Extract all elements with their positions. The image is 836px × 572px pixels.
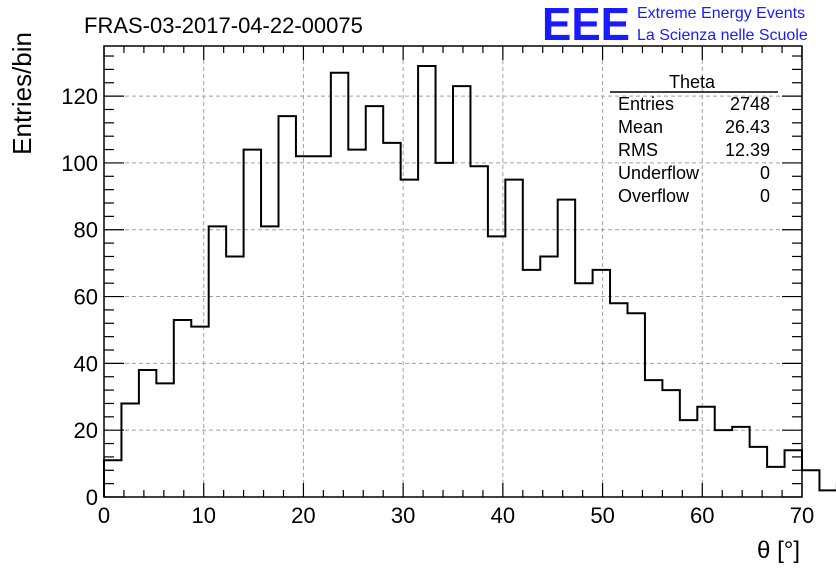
plot-frame [103, 45, 803, 498]
stats-label: Entries [618, 94, 674, 114]
stats-title: Theta [669, 72, 716, 92]
histogram-bin [819, 490, 836, 497]
histogram-bin [645, 380, 662, 497]
histogram-bin [261, 226, 278, 497]
histogram-bin [505, 180, 522, 497]
x-tick-label: 0 [98, 503, 110, 528]
histogram-bin [732, 427, 749, 497]
histogram-bin [174, 320, 191, 497]
histogram-bin [715, 430, 732, 497]
histogram-bin [488, 236, 505, 497]
histogram-bin [296, 156, 313, 497]
grid-lines [104, 46, 802, 497]
x-tick-label: 20 [291, 503, 315, 528]
histogram-bin [575, 283, 592, 497]
histogram-bin [279, 116, 296, 497]
histogram-bin [610, 303, 627, 497]
x-tick-label: 50 [590, 503, 614, 528]
x-axis-label: θ [°] [757, 537, 800, 564]
histogram-bin [593, 270, 610, 497]
y-tick-label: 60 [74, 285, 98, 310]
chart-title: FRAS-03-2017-04-22-00075 [84, 13, 363, 38]
stats-rows: Entries 2748 Mean 26.43 RMS 12.39 Underflow 0 Ov… [618, 94, 770, 206]
histogram-bin [331, 73, 348, 497]
x-tick-label: 10 [191, 503, 215, 528]
histogram-bin [139, 370, 156, 497]
y-tick-label: 80 [74, 218, 98, 243]
stats-value: 2748 [730, 94, 770, 114]
histogram-bin [628, 313, 645, 497]
stats-label: Mean [618, 117, 663, 137]
histogram-bin [313, 156, 330, 497]
histogram-bin [697, 407, 714, 497]
eee-logo: EEE Extreme Energy Events La Scienza nel… [542, 0, 808, 50]
stats-label: Overflow [618, 186, 690, 206]
stats-value: 12.39 [725, 140, 770, 160]
stats-value: 0 [760, 186, 770, 206]
histogram-bin [680, 420, 697, 497]
y-axis-label: Entries/bin [7, 32, 37, 155]
histogram-bin [401, 180, 418, 497]
histogram-bin [802, 470, 819, 497]
logo-line-1: Extreme Energy Events [637, 5, 805, 22]
histogram-bin [750, 447, 767, 497]
stats-label: RMS [618, 140, 658, 160]
histogram-bin [366, 106, 383, 497]
histogram-bin [662, 390, 679, 497]
histogram-bin [226, 256, 243, 497]
histogram-bin [453, 86, 470, 497]
histogram-bin [383, 143, 400, 497]
histogram-bin [104, 460, 121, 497]
histogram-bars [103, 65, 836, 497]
histogram-bin [523, 270, 540, 497]
histogram-bin [121, 403, 138, 497]
histogram-bin [540, 256, 557, 497]
x-tick-label: 40 [491, 503, 515, 528]
histogram-bin [191, 327, 208, 497]
y-tick-label: 0 [86, 485, 98, 510]
y-tick-label: 20 [74, 418, 98, 443]
logo-line-2: La Scienza nelle Scuole [637, 27, 808, 44]
stats-label: Underflow [618, 163, 700, 183]
histogram-bin [436, 163, 453, 497]
x-tick-label: 60 [690, 503, 714, 528]
axis-ticks [103, 46, 803, 498]
stats-value: 26.43 [725, 117, 770, 137]
x-tick-label: 70 [790, 503, 814, 528]
histogram-bin [156, 383, 173, 497]
histogram-bin [470, 166, 487, 497]
histogram-bin [348, 150, 365, 497]
stats-box: Theta Entries 2748 Mean 26.43 RMS 12.39 Underf… [610, 72, 778, 206]
histogram-bin [209, 226, 226, 497]
stats-value: 0 [760, 163, 770, 183]
histogram-bin [418, 66, 435, 497]
logo-letters: EEE [542, 0, 630, 50]
y-tick-label: 100 [61, 151, 98, 176]
y-tick-label: 40 [74, 351, 98, 376]
tick-labels: 0 10 20 30 40 50 60 70 0 20 40 60 80 100 120 [61, 84, 814, 528]
x-tick-label: 30 [391, 503, 415, 528]
histogram-outline [103, 65, 836, 497]
y-tick-label: 120 [61, 84, 98, 109]
histogram-bin [244, 150, 261, 497]
histogram-bin [558, 200, 575, 497]
